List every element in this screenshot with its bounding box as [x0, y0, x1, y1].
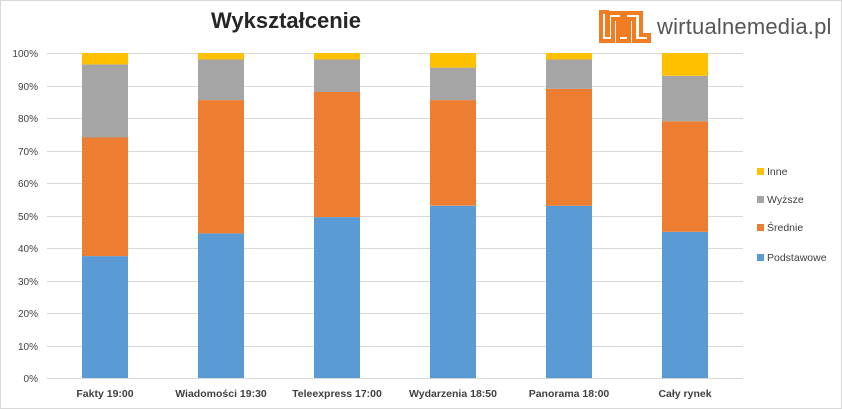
legend-swatch-średnie: [757, 224, 764, 231]
y-tick-label-10: 10%: [18, 342, 38, 353]
x-category-label: Cały rynek: [658, 388, 711, 400]
bar-segment-podstawowe-1[interactable]: [82, 256, 128, 378]
bar-segment-inne-5[interactable]: [546, 53, 592, 60]
wm-logo-icon: [599, 10, 651, 43]
legend-label-podstawowe: Podstawowe: [767, 252, 827, 264]
x-category-label: Wydarzenia 18:50: [409, 388, 497, 400]
bar-segment-wyższe-3[interactable]: [314, 59, 360, 93]
bar-segment-podstawowe-4[interactable]: [430, 205, 476, 379]
brand-name: wirtualnemedia.pl: [657, 14, 832, 39]
bar-segment-inne-3[interactable]: [314, 53, 360, 60]
bar-segment-średnie-1[interactable]: [82, 137, 128, 257]
legend-label-wyższe: Wyższe: [767, 194, 804, 206]
bar-segment-wyższe-2[interactable]: [198, 59, 244, 101]
y-tick-label-70: 70%: [18, 147, 38, 158]
legend-label-średnie: Średnie: [767, 221, 803, 234]
legend-swatch-inne: [757, 168, 764, 175]
bar-segment-inne-4[interactable]: [430, 53, 476, 68]
legend-swatch-podstawowe: [757, 254, 764, 261]
bar-segment-średnie-3[interactable]: [314, 92, 360, 218]
bar-segment-wyższe-1[interactable]: [82, 64, 128, 138]
legend-label-inne: Inne: [767, 166, 788, 178]
y-tick-label-0: 0%: [24, 374, 39, 385]
y-tick-label-30: 30%: [18, 277, 38, 288]
bar-segment-podstawowe-6[interactable]: [662, 231, 708, 379]
y-tick-label-60: 60%: [18, 179, 38, 190]
x-category-label: Wiadomości 19:30: [175, 388, 267, 400]
y-tick-label-100: 100%: [12, 49, 38, 60]
x-category-label: Panorama 18:00: [529, 388, 610, 400]
bar-segment-średnie-5[interactable]: [546, 88, 592, 206]
x-category-label: Fakty 19:00: [76, 388, 133, 400]
y-tick-label-40: 40%: [18, 244, 38, 255]
bar-segment-średnie-6[interactable]: [662, 121, 708, 232]
bar-segment-wyższe-6[interactable]: [662, 75, 708, 122]
y-tick-label-80: 80%: [18, 114, 38, 125]
bar-segment-podstawowe-2[interactable]: [198, 233, 244, 378]
bar-segment-średnie-4[interactable]: [430, 100, 476, 206]
chart-title: Wykształcenie: [211, 8, 362, 33]
brand-logo: wirtualnemedia.pl: [598, 10, 832, 44]
bar-segment-wyższe-5[interactable]: [546, 59, 592, 89]
bar-segment-inne-6[interactable]: [662, 53, 708, 76]
bar-segment-podstawowe-5[interactable]: [546, 205, 592, 379]
legend-swatch-wyższe: [757, 196, 764, 203]
x-category-label: Teleexpress 17:00: [292, 388, 382, 400]
y-tick-label-20: 20%: [18, 309, 38, 320]
y-tick-label-50: 50%: [18, 212, 38, 223]
bar-segment-wyższe-4[interactable]: [430, 67, 476, 101]
bar-segment-średnie-2[interactable]: [198, 100, 244, 234]
bar-segment-inne-1[interactable]: [82, 53, 128, 65]
bar-segment-podstawowe-3[interactable]: [314, 217, 360, 378]
bar-segment-inne-2[interactable]: [198, 53, 244, 60]
y-tick-label-90: 90%: [18, 82, 38, 93]
